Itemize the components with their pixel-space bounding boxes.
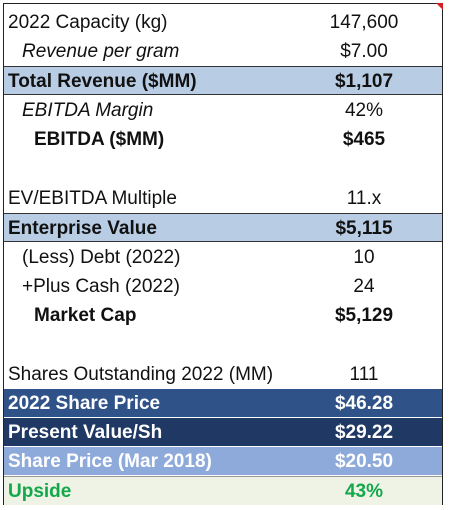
- cash-value: 24: [353, 276, 375, 297]
- row-cash: +Plus Cash (2022) 24: [4, 272, 442, 301]
- row-upside: Upside 43%: [4, 476, 442, 505]
- row-market-cap: Market Cap $5,129: [4, 301, 442, 330]
- valuation-table: 2022 Capacity (kg) 147,600 Revenue per g…: [3, 3, 443, 505]
- revenue-per-gram-value: $7.00: [340, 41, 388, 62]
- share-price-2018-value: $20.50: [334, 451, 394, 472]
- debt-label: (Less) Debt (2022): [22, 247, 181, 268]
- row-debt: (Less) Debt (2022) 10: [4, 243, 442, 272]
- market-cap-value: $5,129: [334, 305, 394, 326]
- enterprise-value-value: $5,115: [335, 218, 393, 239]
- upside-label: Upside: [8, 481, 72, 502]
- ebitda-label: EBITDA ($MM): [34, 129, 165, 150]
- ebitda-value: $465: [342, 129, 386, 150]
- row-present-value: Present Value/Sh $29.22: [4, 418, 442, 447]
- capacity-label: 2022 Capacity (kg): [8, 12, 168, 33]
- multiple-value: 11.x: [346, 188, 382, 209]
- total-revenue-value: $1,107: [334, 71, 394, 92]
- present-value-value: $29.22: [334, 422, 394, 443]
- ebitda-margin-label: EBITDA Margin: [22, 100, 154, 121]
- row-ebitda-margin: EBITDA Margin 42%: [4, 96, 442, 125]
- row-share-price-2018: Share Price (Mar 2018) $20.50: [4, 447, 442, 476]
- present-value-label: Present Value/Sh: [8, 422, 163, 443]
- row-revenue-per-gram: Revenue per gram $7.00: [4, 37, 442, 66]
- row-ebitda: EBITDA ($MM) $465: [4, 125, 442, 154]
- cash-label: +Plus Cash (2022): [22, 276, 180, 297]
- comment-marker-icon: [436, 3, 443, 10]
- share-price-2018-label: Share Price (Mar 2018): [8, 451, 212, 472]
- market-cap-label: Market Cap: [34, 305, 137, 326]
- share-price-2022-label: 2022 Share Price: [8, 393, 161, 414]
- total-revenue-label: Total Revenue ($MM): [8, 71, 197, 92]
- capacity-value: 147,600: [329, 12, 399, 33]
- debt-value: 10: [353, 247, 375, 268]
- ebitda-margin-value: 42%: [344, 100, 384, 121]
- row-capacity: 2022 Capacity (kg) 147,600: [4, 8, 442, 37]
- multiple-label: EV/EBITDA Multiple: [8, 188, 177, 209]
- shares-outstanding-label: Shares Outstanding 2022 (MM): [8, 364, 274, 385]
- enterprise-value-label: Enterprise Value: [8, 218, 157, 239]
- row-ev-ebitda-multiple: EV/EBITDA Multiple 11.x: [4, 184, 442, 213]
- share-price-2022-value: $46.28: [334, 393, 394, 414]
- upside-value: 43%: [344, 481, 384, 502]
- row-total-revenue: Total Revenue ($MM) $1,107: [4, 66, 442, 95]
- row-shares-outstanding: Shares Outstanding 2022 (MM) 111: [4, 360, 442, 389]
- revenue-per-gram-label: Revenue per gram: [22, 41, 180, 62]
- shares-outstanding-value: 111: [349, 364, 379, 385]
- row-enterprise-value: Enterprise Value $5,115: [4, 213, 442, 242]
- row-2022-share-price: 2022 Share Price $46.28: [4, 389, 442, 418]
